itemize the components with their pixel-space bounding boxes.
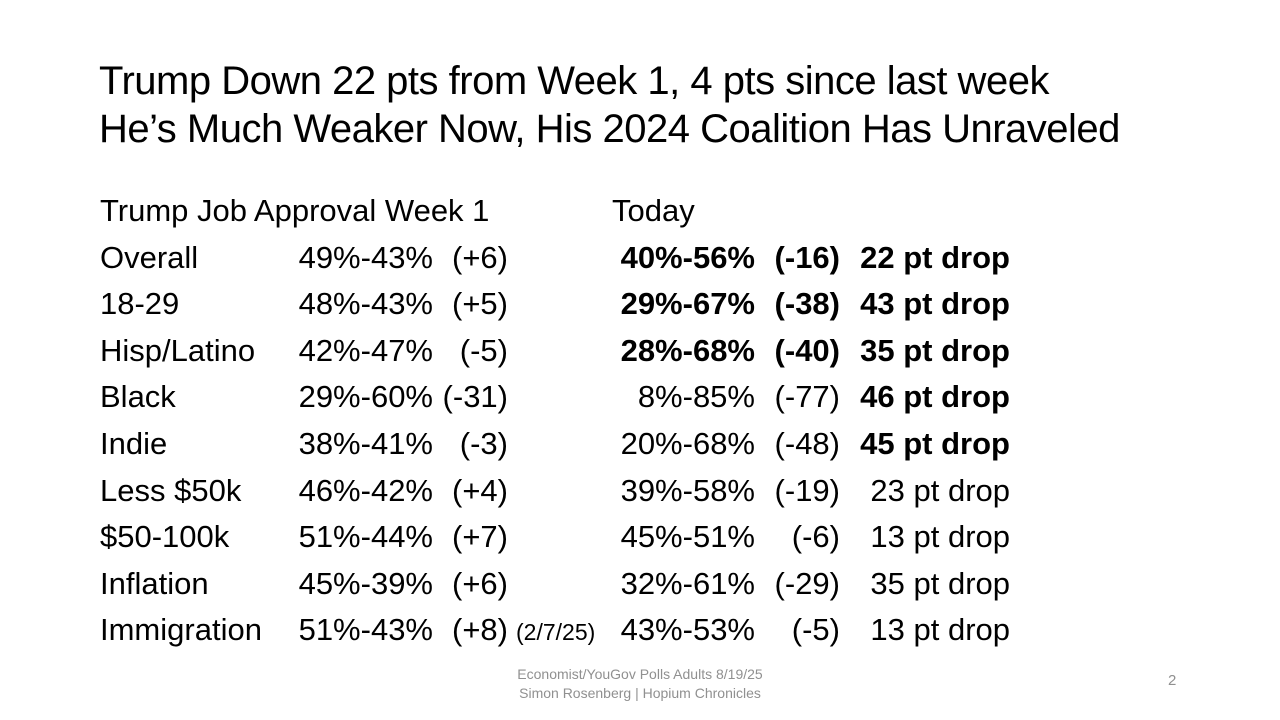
row-label: Black [100,379,176,415]
week1-value: 51%-44% [298,519,433,555]
table-row: Inflation 45%-39% (+6) 32%-61% (-29) 35 … [100,566,1010,613]
week1-margin: (+7) [452,519,508,555]
today-margin: (-5) [791,612,840,648]
drop-value: 43 pt drop [860,286,1010,322]
week1-value: 46%-42% [298,472,433,508]
slide-title-line2: He’s Much Weaker Now, His 2024 Coalition… [99,107,1120,151]
drop-value: 22 pt drop [860,239,1010,275]
today-value: 39%-58% [620,472,755,508]
today-margin: (-38) [774,286,840,322]
week1-margin: (+8) [452,612,508,648]
table-row: Less $50k 46%-42% (+4) 39%-58% (-19) 23 … [100,473,1010,520]
today-column-header: Today [612,193,695,228]
table-row: Black 29%-60% (-31) 8%-85% (-77) 46 pt d… [100,379,1010,426]
today-margin: (-29) [774,565,840,601]
table-row: Indie 38%-41% (-3) 20%-68% (-48) 45 pt d… [100,426,1010,473]
slide-title: Trump Down 22 pts from Week 1, 4 pts sin… [99,57,1120,153]
row-label: 18-29 [100,286,180,322]
row-label: Less $50k [100,472,242,508]
today-value: 8%-85% [637,379,755,415]
table-row: Immigration 51%-43% (+8) (2/7/25) 43%-53… [100,612,1010,659]
today-value: 28%-68% [620,332,755,368]
week1-value: 42%-47% [298,332,433,368]
today-value: 45%-51% [620,519,755,555]
week1-margin: (-3) [459,425,508,461]
today-margin: (-16) [774,239,840,275]
poll-table: Trump Job Approval Week 1 Today Overall … [100,193,1010,659]
table-header-row: Trump Job Approval Week 1 Today [100,193,1010,240]
table-row: 18-29 48%-43% (+5) 29%-67% (-38) 43 pt d… [100,286,1010,333]
row-label: $50-100k [100,519,230,555]
row-label: Immigration [100,612,262,648]
slide-title-line1: Trump Down 22 pts from Week 1, 4 pts sin… [99,59,1049,103]
drop-value: 35 pt drop [870,565,1010,601]
drop-value: 45 pt drop [860,425,1010,461]
table-row: $50-100k 51%-44% (+7) 45%-51% (-6) 13 pt… [100,519,1010,566]
footer-author-line: Simon Rosenberg | Hopium Chronicles [519,685,761,701]
drop-value: 46 pt drop [860,379,1010,415]
today-value: 20%-68% [620,425,755,461]
row-label: Indie [100,425,168,461]
drop-value: 13 pt drop [870,612,1010,648]
row-label: Hisp/Latino [100,332,256,368]
table-row: Overall 49%-43% (+6) 40%-56% (-16) 22 pt… [100,240,1010,287]
drop-value: 23 pt drop [870,472,1010,508]
today-value: 43%-53% [620,612,755,648]
week1-column-header: Trump Job Approval Week 1 [100,193,490,228]
week1-margin: (+6) [452,239,508,275]
row-label: Overall [100,239,199,275]
today-margin: (-6) [791,519,840,555]
footer-source-line: Economist/YouGov Polls Adults 8/19/25 [517,666,763,682]
week1-margin: (-31) [442,379,508,415]
today-margin: (-48) [774,425,840,461]
week1-value: 48%-43% [298,286,433,322]
week1-margin: (+5) [452,286,508,322]
today-margin: (-77) [774,379,840,415]
week1-margin: (+6) [452,565,508,601]
week1-date-note: (2/7/25) [516,619,596,646]
drop-value: 13 pt drop [870,519,1010,555]
drop-value: 35 pt drop [860,332,1010,368]
today-margin: (-19) [774,472,840,508]
week1-value: 38%-41% [298,425,433,461]
today-value: 29%-67% [620,286,755,322]
table-row: Hisp/Latino 42%-47% (-5) 28%-68% (-40) 3… [100,333,1010,380]
week1-value: 49%-43% [298,239,433,275]
today-value: 40%-56% [620,239,755,275]
week1-value: 51%-43% [298,612,433,648]
today-margin: (-40) [774,332,840,368]
today-value: 32%-61% [620,565,755,601]
week1-value: 29%-60% [298,379,433,415]
week1-margin: (+4) [452,472,508,508]
week1-value: 45%-39% [298,565,433,601]
row-label: Inflation [100,565,209,601]
page-number: 2 [1168,672,1177,689]
week1-margin: (-5) [459,332,508,368]
slide-footer: Economist/YouGov Polls Adults 8/19/25 Si… [0,665,1280,703]
